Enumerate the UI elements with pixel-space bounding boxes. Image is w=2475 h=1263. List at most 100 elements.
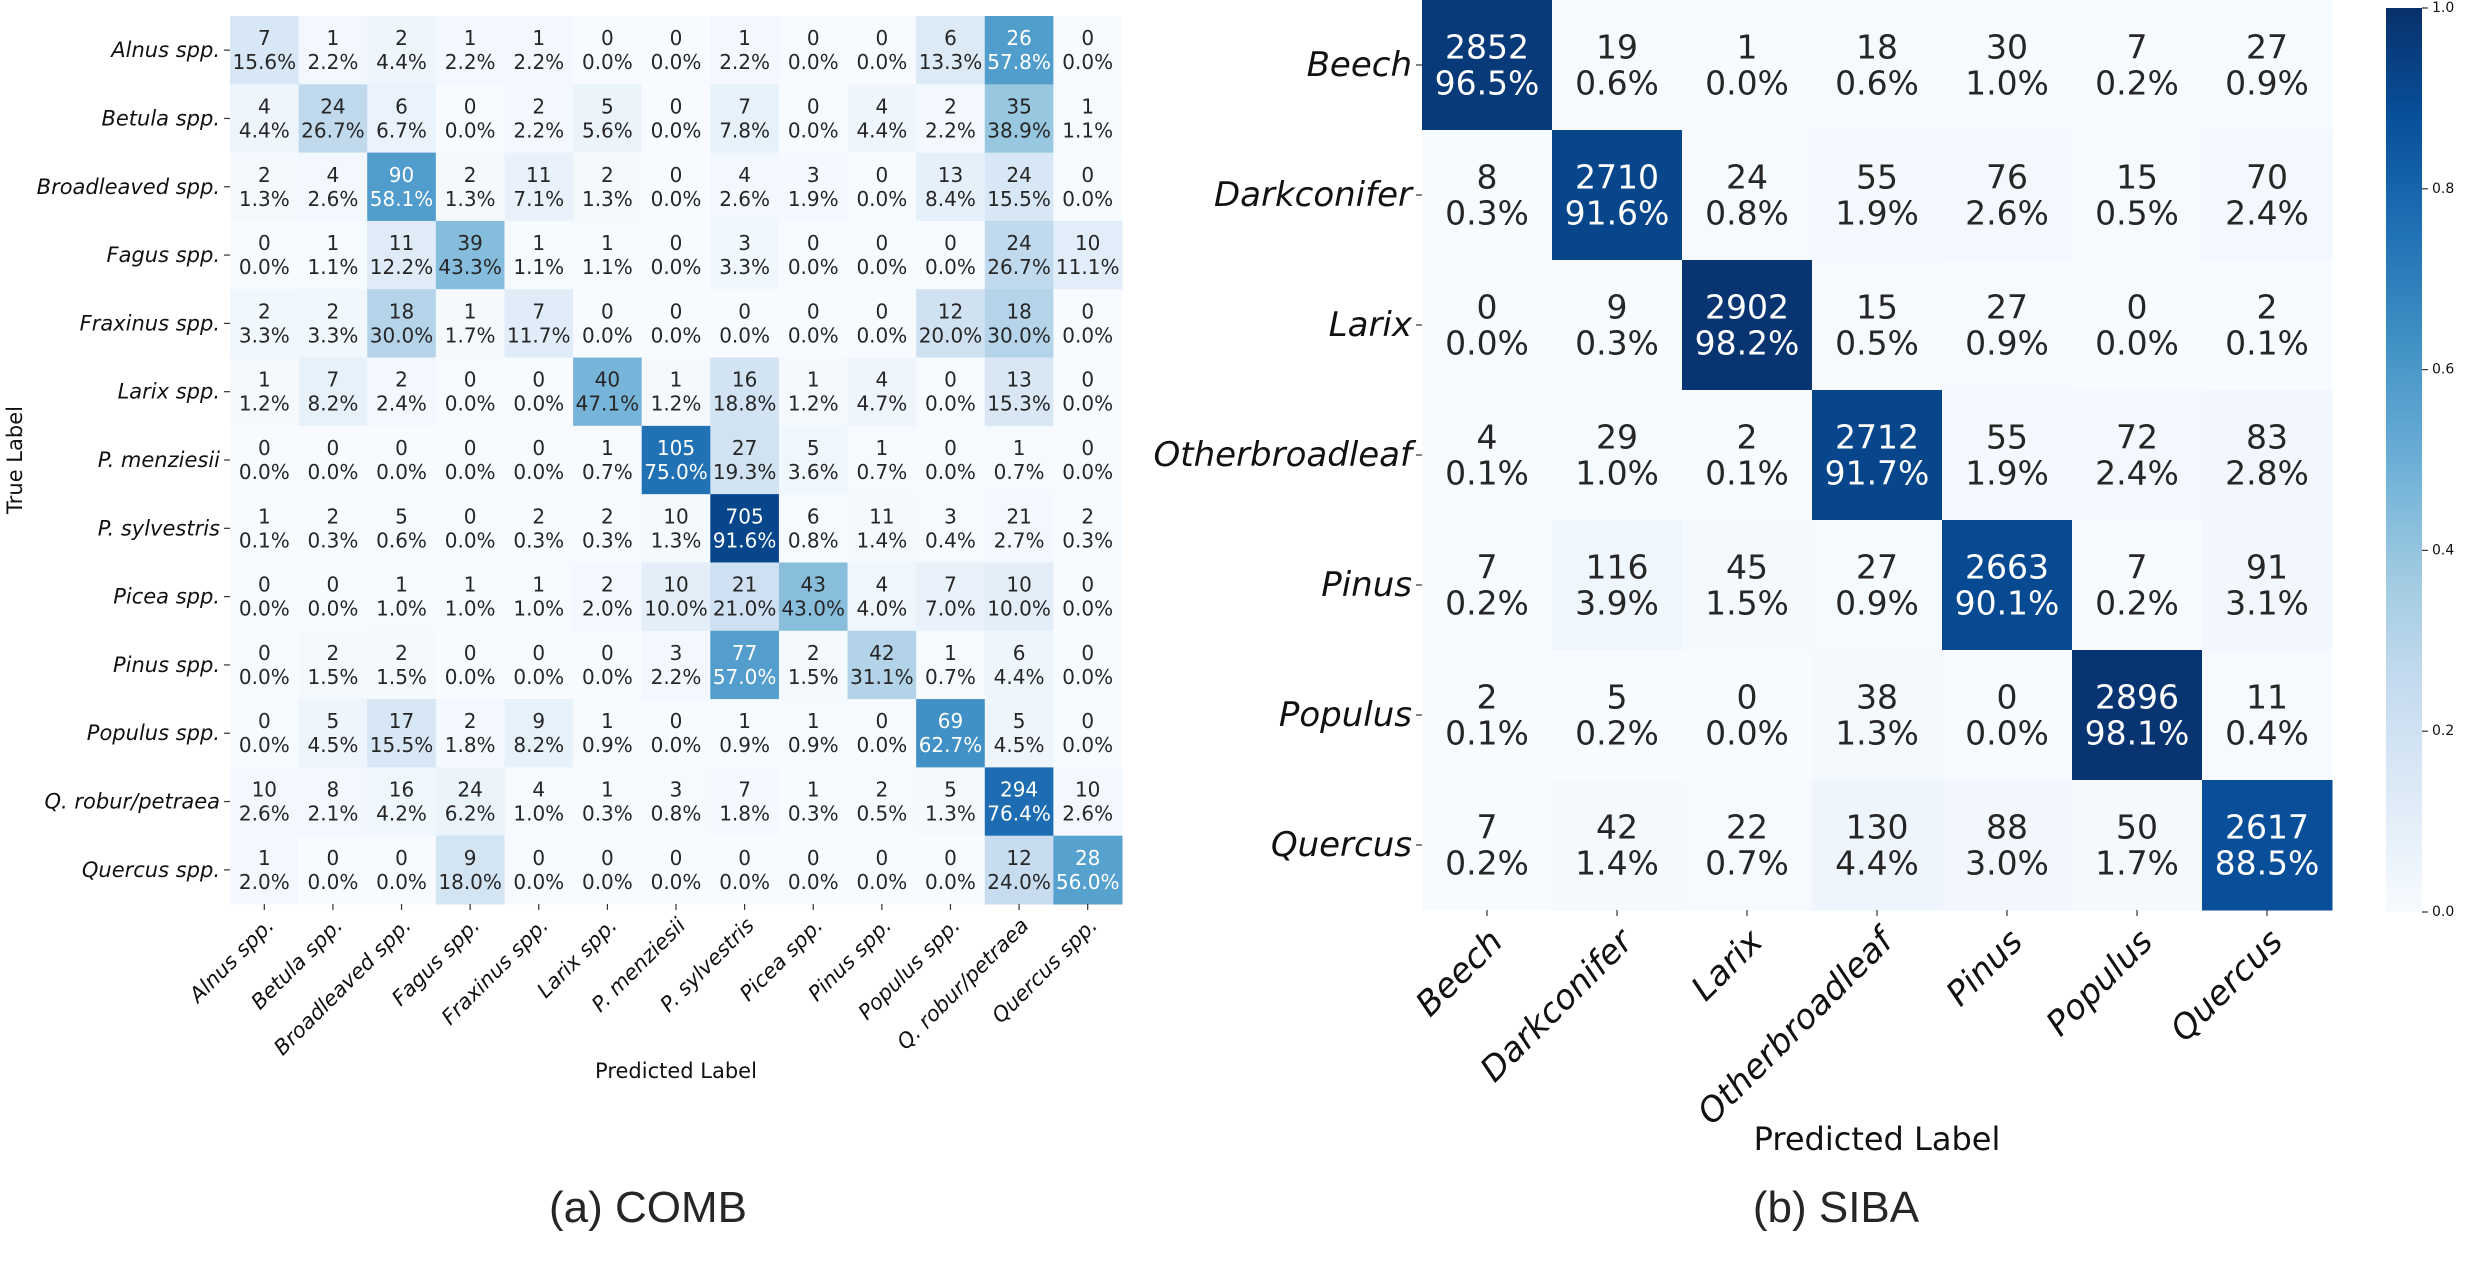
cell-percent-label: 0.4% (925, 528, 976, 552)
cell-percent-label: 0.0% (1705, 714, 1789, 753)
cell-count-label: 0 (670, 26, 683, 50)
heatmap-cell (1422, 390, 1553, 521)
heatmap-cell (710, 289, 780, 359)
heatmap-cell (2072, 780, 2203, 911)
heatmap-cell (847, 562, 917, 632)
cell-count-label: 24 (320, 94, 345, 118)
cell-count-label: 9 (464, 846, 477, 870)
cell-count-label: 0 (875, 709, 888, 733)
cell-percent-label: 0.0% (1965, 714, 2049, 753)
heatmap-cell (984, 562, 1054, 632)
cell-percent-label: 7.1% (513, 187, 564, 211)
heatmap-cell (298, 835, 368, 905)
cell-percent-label: 0.6% (1575, 64, 1659, 103)
heatmap-cell (367, 699, 437, 768)
cell-count-label: 0 (327, 573, 340, 597)
heatmap-cell (2072, 0, 2203, 131)
cell-count-label: 50 (2116, 808, 2158, 847)
heatmap-cell (984, 425, 1054, 495)
cell-percent-label: 2.2% (513, 50, 564, 74)
cell-percent-label: 0.1% (1705, 454, 1789, 493)
heatmap-cell (1942, 390, 2073, 521)
heatmap-cell (230, 494, 300, 563)
cell-count-label: 8 (1477, 158, 1498, 197)
heatmap-cell (1422, 260, 1553, 391)
cell-percent-label: 58.1% (370, 187, 434, 211)
cell-percent-label: 1.9% (1835, 194, 1919, 233)
heatmap-cell (1053, 767, 1123, 837)
cell-percent-label: 1.3% (651, 528, 702, 552)
cell-percent-label: 4.4% (239, 118, 290, 142)
cell-count-label: 0 (1997, 678, 2018, 717)
cell-count-label: 18 (1006, 299, 1031, 323)
heatmap-cell (435, 699, 505, 768)
cell-percent-label: 0.0% (2095, 324, 2179, 363)
cell-percent-label: 24.0% (987, 870, 1051, 894)
heatmap-cell (916, 494, 986, 563)
cell-percent-label: 19.3% (713, 460, 777, 484)
cell-percent-label: 47.1% (576, 392, 640, 416)
cell-count-label: 13 (1006, 368, 1031, 392)
cell-count-label: 1 (1081, 94, 1094, 118)
cell-count-label: 0 (1477, 288, 1498, 327)
x-tick-label-pinus: Pinus (1938, 922, 2030, 1014)
cell-percent-label: 15.5% (370, 733, 434, 757)
heatmap-cell (298, 220, 368, 290)
cell-percent-label: 1.0% (513, 597, 564, 621)
cell-count-label: 0 (532, 641, 545, 665)
cell-percent-label: 1.7% (445, 323, 496, 347)
heatmap-cell (1053, 84, 1123, 154)
colorbar-tick-label: 0.0 (2432, 904, 2454, 920)
cell-count-label: 5 (1607, 678, 1628, 717)
heatmap-cell (778, 84, 849, 154)
cell-percent-label: 15.6% (233, 50, 297, 74)
heatmap-cell (573, 630, 643, 700)
heatmap-cell (1812, 520, 1943, 651)
cell-percent-label: 1.1% (1062, 118, 1113, 142)
cell-percent-label: 2.8% (2225, 454, 2309, 493)
cell-percent-label: 2.0% (239, 870, 290, 894)
cell-percent-label: 0.0% (308, 597, 359, 621)
cell-percent-label: 0.0% (1062, 187, 1113, 211)
cell-count-label: 0 (807, 846, 820, 870)
cell-count-label: 7 (2127, 28, 2148, 67)
heatmap-cell (1053, 699, 1123, 768)
heatmap-cell (230, 425, 300, 495)
heatmap-cell (641, 562, 711, 632)
cell-count-label: 1 (532, 231, 545, 255)
heatmap-cell (916, 835, 986, 905)
heatmap-cell (916, 220, 986, 290)
cell-count-label: 0 (875, 846, 888, 870)
heatmap-cell (847, 767, 917, 837)
cell-percent-label: 0.0% (1062, 392, 1113, 416)
cell-count-label: 1 (807, 709, 820, 733)
cell-count-label: 10 (1075, 778, 1100, 802)
cell-percent-label: 57.8% (987, 50, 1051, 74)
heatmap-cell (2202, 780, 2333, 911)
y-tick-label-populus-spp: Populus spp. (87, 721, 220, 745)
cell-count-label: 0 (395, 436, 408, 460)
x-tick-label-larix: Larix (1684, 921, 1772, 1009)
heatmap-cell (573, 220, 643, 290)
cell-count-label: 1 (395, 573, 408, 597)
cell-count-label: 0 (464, 436, 477, 460)
heatmap-cell (984, 84, 1054, 154)
cell-count-label: 0 (532, 436, 545, 460)
heatmap-cell (1682, 780, 1813, 911)
cell-percent-label: 0.3% (513, 528, 564, 552)
cell-percent-label: 1.7% (2095, 844, 2179, 883)
heatmap-cell (504, 425, 574, 495)
cell-count-label: 1 (464, 26, 477, 50)
cell-percent-label: 2.4% (2225, 194, 2309, 233)
heatmap-cell (1682, 260, 1813, 391)
cell-percent-label: 0.2% (1445, 584, 1529, 623)
cell-percent-label: 91.6% (713, 528, 777, 552)
heatmap-cell (984, 16, 1054, 85)
heatmap-cell (573, 289, 643, 359)
cell-count-label: 40 (595, 368, 620, 392)
heatmap-cell (984, 699, 1054, 768)
cell-count-label: 4 (875, 94, 888, 118)
cell-count-label: 1 (601, 709, 614, 733)
cell-percent-label: 30.0% (987, 323, 1051, 347)
cell-percent-label: 0.0% (445, 460, 496, 484)
